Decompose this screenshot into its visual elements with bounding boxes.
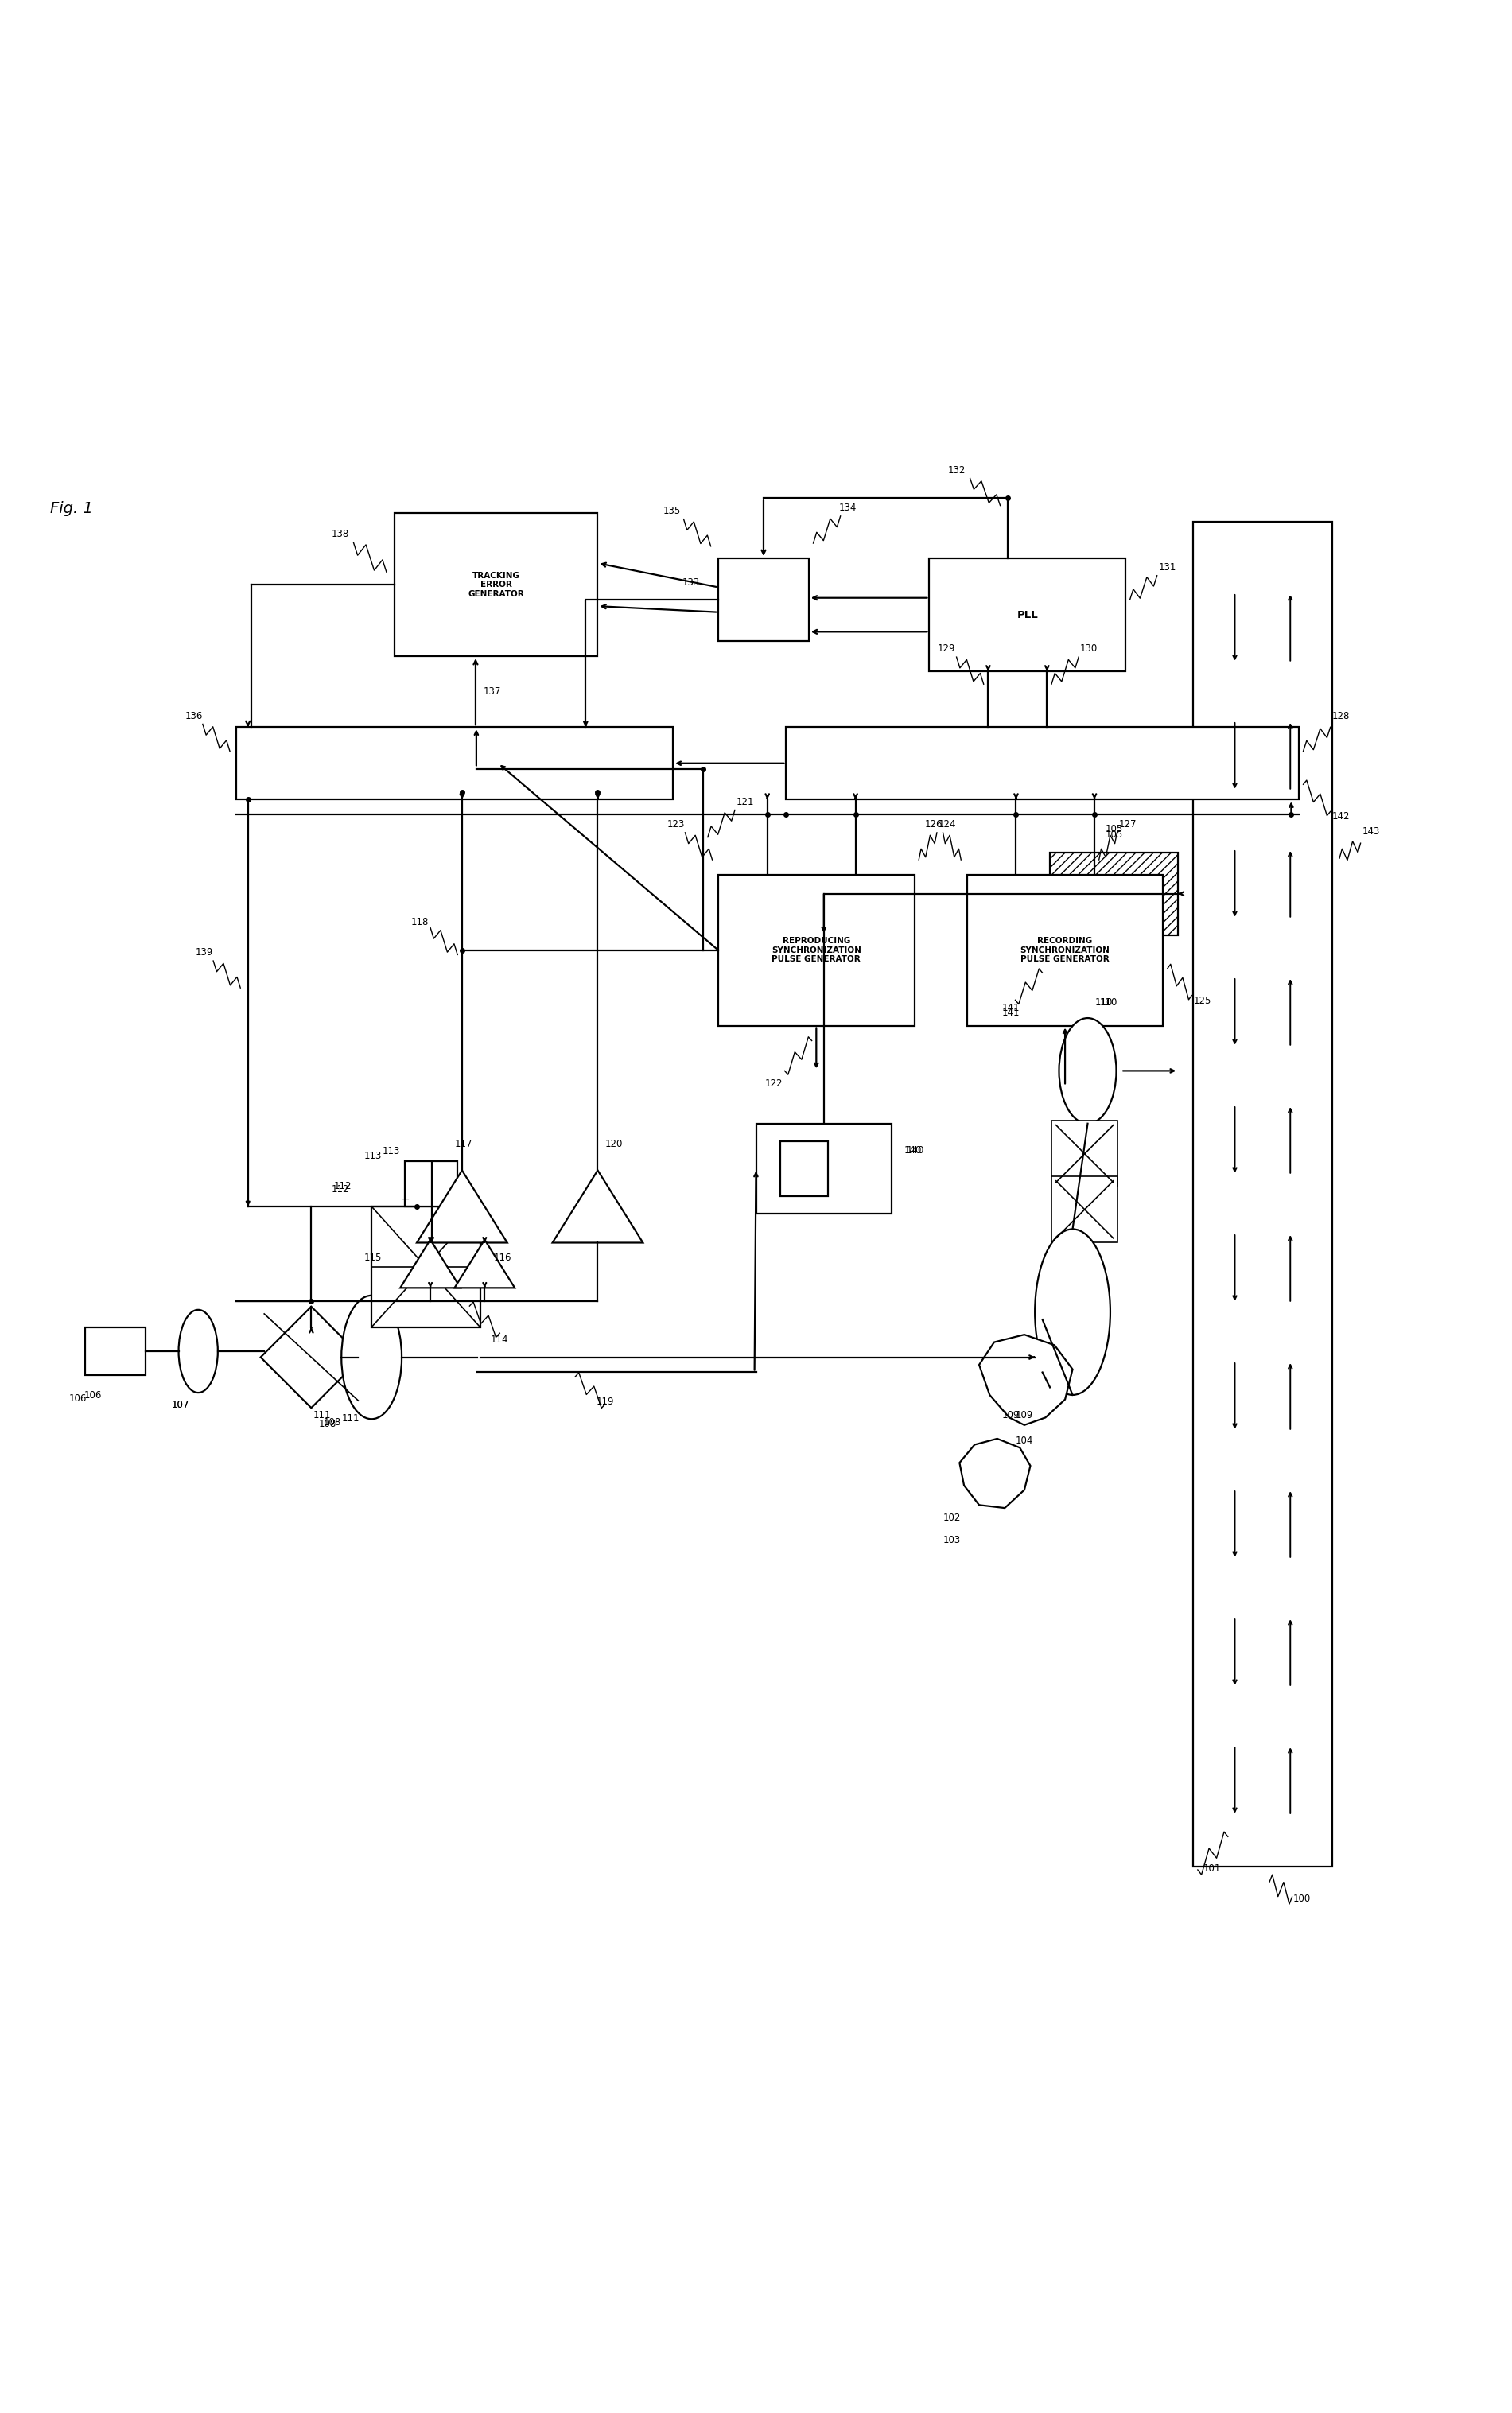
Text: 117: 117 xyxy=(455,1139,472,1149)
Bar xyxy=(1193,521,1332,1868)
Bar xyxy=(756,1124,892,1214)
Text: 110: 110 xyxy=(1099,997,1117,1009)
Polygon shape xyxy=(455,1240,514,1289)
Text: Fig. 1: Fig. 1 xyxy=(50,502,94,516)
Text: 103: 103 xyxy=(943,1535,962,1544)
Text: 107: 107 xyxy=(171,1400,189,1409)
Text: 105: 105 xyxy=(1105,823,1123,835)
Ellipse shape xyxy=(1058,1018,1116,1124)
Polygon shape xyxy=(260,1305,361,1407)
Text: 120: 120 xyxy=(605,1139,623,1149)
Text: RECORDING
SYNCHRONIZATION
PULSE GENERATOR: RECORDING SYNCHRONIZATION PULSE GENERATO… xyxy=(1021,936,1110,963)
Text: 139: 139 xyxy=(195,948,213,958)
Text: 141: 141 xyxy=(1002,1004,1019,1013)
Ellipse shape xyxy=(342,1296,402,1419)
Text: 114: 114 xyxy=(491,1334,508,1344)
Polygon shape xyxy=(960,1438,1030,1508)
Text: 109: 109 xyxy=(1002,1409,1019,1421)
Text: 129: 129 xyxy=(937,644,956,654)
Polygon shape xyxy=(401,1240,461,1289)
Text: 113: 113 xyxy=(383,1146,401,1156)
Text: 107: 107 xyxy=(171,1400,189,1409)
Text: 122: 122 xyxy=(765,1079,783,1088)
Bar xyxy=(968,876,1163,1026)
Text: 128: 128 xyxy=(1332,712,1350,721)
Text: 134: 134 xyxy=(839,502,857,514)
Bar xyxy=(780,1141,829,1197)
Bar xyxy=(718,557,809,642)
Text: +: + xyxy=(401,1194,410,1204)
Text: 124: 124 xyxy=(939,820,956,830)
Text: 110: 110 xyxy=(1095,997,1113,1009)
Text: 143: 143 xyxy=(1362,825,1380,837)
Text: 131: 131 xyxy=(1158,562,1176,572)
Text: 111: 111 xyxy=(313,1409,331,1421)
Text: 123: 123 xyxy=(667,820,685,830)
Bar xyxy=(405,1161,458,1206)
Text: 130: 130 xyxy=(1080,644,1098,654)
Text: 106: 106 xyxy=(83,1390,101,1402)
Text: 127: 127 xyxy=(1119,820,1137,830)
Text: 112: 112 xyxy=(331,1185,349,1194)
Text: 111: 111 xyxy=(342,1414,360,1424)
Text: 135: 135 xyxy=(662,507,680,516)
Text: 101: 101 xyxy=(1204,1863,1220,1875)
Text: 112: 112 xyxy=(334,1180,352,1192)
Text: 108: 108 xyxy=(319,1419,337,1428)
Bar xyxy=(1049,852,1178,936)
Polygon shape xyxy=(980,1334,1072,1426)
Text: 108: 108 xyxy=(324,1416,342,1428)
Text: 132: 132 xyxy=(948,466,966,475)
Polygon shape xyxy=(417,1170,507,1243)
Text: 105: 105 xyxy=(1105,830,1123,840)
Text: 119: 119 xyxy=(596,1397,614,1407)
Text: 140: 140 xyxy=(904,1146,921,1156)
Text: 138: 138 xyxy=(331,528,349,541)
Text: 140: 140 xyxy=(907,1146,924,1156)
Text: 104: 104 xyxy=(1016,1436,1033,1445)
Polygon shape xyxy=(552,1170,643,1243)
Bar xyxy=(786,726,1299,799)
Text: 125: 125 xyxy=(1193,997,1211,1006)
Text: 115: 115 xyxy=(364,1252,383,1262)
Bar xyxy=(718,876,915,1026)
Text: TRACKING
ERROR
GENERATOR: TRACKING ERROR GENERATOR xyxy=(467,572,525,598)
Text: 116: 116 xyxy=(494,1252,511,1262)
Bar xyxy=(395,514,597,656)
Text: 126: 126 xyxy=(925,820,943,830)
Bar xyxy=(1051,1120,1117,1187)
Text: 100: 100 xyxy=(1293,1894,1311,1904)
Text: 133: 133 xyxy=(682,577,700,589)
Bar xyxy=(85,1327,145,1375)
Text: 141: 141 xyxy=(1002,1009,1019,1018)
Text: 118: 118 xyxy=(411,917,429,927)
Text: 109: 109 xyxy=(1015,1409,1033,1421)
Bar xyxy=(236,726,673,799)
Bar xyxy=(930,557,1125,671)
Text: 113: 113 xyxy=(364,1151,383,1161)
Text: PLL: PLL xyxy=(1016,610,1039,620)
Text: 142: 142 xyxy=(1332,811,1350,823)
Bar xyxy=(372,1206,481,1327)
Bar xyxy=(1051,1178,1117,1243)
Ellipse shape xyxy=(1034,1228,1110,1395)
Text: 102: 102 xyxy=(943,1513,962,1523)
Text: 136: 136 xyxy=(184,712,203,721)
Text: 106: 106 xyxy=(68,1392,86,1404)
Text: 121: 121 xyxy=(736,796,754,806)
Ellipse shape xyxy=(178,1310,218,1392)
Text: 137: 137 xyxy=(484,688,500,697)
Text: REPRODUCING
SYNCHRONIZATION
PULSE GENERATOR: REPRODUCING SYNCHRONIZATION PULSE GENERA… xyxy=(771,936,862,963)
